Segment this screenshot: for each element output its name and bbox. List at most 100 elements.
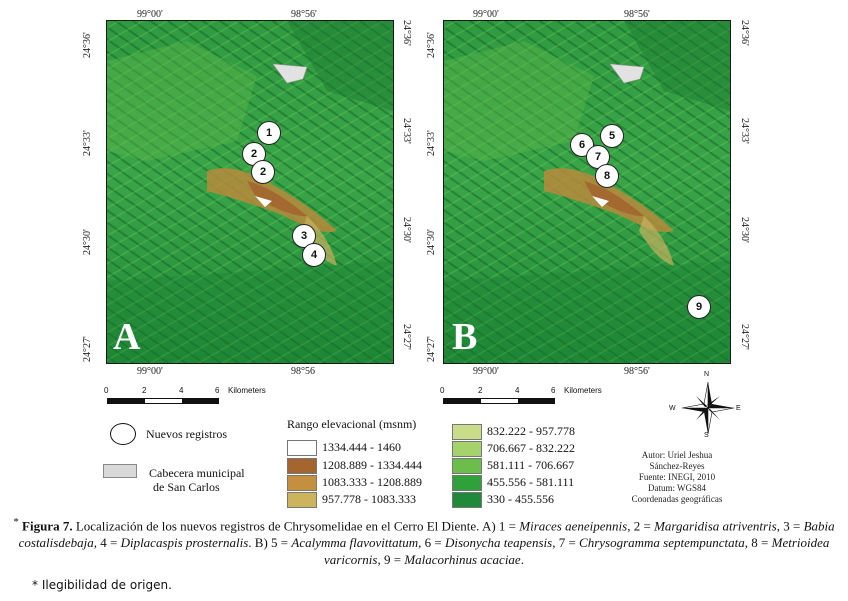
elevation-range-4: 957.778 - 1083.333 [322,492,416,506]
elevation-range-6: 706.667 - 832.222 [487,441,575,455]
map-b-right-coord-2: 24°33' [739,118,750,144]
elevation-range-2: 1208.889 - 1334.444 [322,458,422,472]
scale-a-tick-4: 4 [179,386,184,395]
map-a-marker-4[interactable]: 4 [302,243,326,267]
elevation-swatch-2 [287,458,317,474]
elevation-range-1: 1334.444 - 1460 [322,440,401,454]
compass-icon [681,381,735,435]
elevation-legend-title: Rango elevacional (msnm) [287,417,417,431]
caption-text-9: , 9 = [377,552,405,568]
scale-b-tick-4: 4 [515,386,520,395]
elevation-swatch-8 [452,475,482,491]
map-b-right-coord-3: 24°30' [739,217,750,243]
caption-species-3: Babia costalisdebaja [18,518,835,551]
map-b-panel: B 5 6 7 8 9 [443,20,731,364]
map-b-panel-letter: B [452,316,478,358]
caption-species-5: Acalymma flavovittatum [291,535,419,551]
scale-a-tick-6: 6 [215,386,220,395]
elevation-range-7: 581.111 - 706.667 [487,458,575,472]
map-a-right-coord-1: 24°36' [401,20,412,46]
map-a-panel: A 1 2 2 3 4 [106,20,394,364]
map-a-left-coord-1: 24°36' [82,32,93,58]
elevation-swatch-6 [452,441,482,457]
map-b-top-coord-2: 98°56' [624,9,650,20]
caption-text-6: , 6 = [418,535,445,551]
caption-species-8: Metrioidea varicornis [324,535,830,568]
elevation-range-3: 1083.333 - 1208.889 [322,475,422,489]
map-b-marker-5[interactable]: 5 [600,124,624,148]
elevation-range-5: 832.222 - 957.778 [487,424,575,438]
map-b-right-coord-1: 24°36' [739,20,750,46]
elevation-range-9: 330 - 455.556 [487,492,554,506]
map-a-bottom-coord-1: 99°00' [137,366,163,377]
compass-s: S [704,432,709,439]
new-records-label: Nuevos registros [146,427,227,441]
caption-asterisk: * [13,516,19,528]
map-a-top-coord-2: 98°56' [291,9,317,20]
footnote: * Ilegibilidad de origen. [32,578,172,592]
map-a-terrain [107,21,393,363]
caption-species-4: Diplacaspis prosternalis [120,535,249,551]
map-a-left-coord-3: 24°30' [82,229,93,255]
caption-text-4: , 4 = [93,535,121,551]
caption-species-9: Malacorhinus acaciae [404,552,521,568]
scale-a-unit: Kilometers [228,386,266,395]
map-b-marker-8[interactable]: 8 [595,164,619,188]
caption-text-3: , 3 = [776,518,804,534]
caption-species-6: Disonycha teapensis [444,535,553,551]
caption-text-8: , 8 = [744,535,772,551]
map-b-left-coord-2: 24°33' [426,130,437,156]
map-b-left-coord-1: 24°36' [426,32,437,58]
new-records-symbol [110,423,136,445]
scale-b-tick-2: 2 [478,386,483,395]
credits-line-4: Datum: WGS84 [647,483,707,493]
elevation-swatch-9 [452,492,482,508]
elevation-swatch-4 [287,492,317,508]
scale-a-tick-0: 0 [104,386,109,395]
map-a-bottom-coord-2: 98°56 [291,366,315,377]
caption-species-7: Chrysogramma septempunctata [579,535,745,551]
map-b-marker-7[interactable]: 7 [586,145,610,169]
elevation-swatch-3 [287,475,317,491]
map-a-marker-2b[interactable]: 2 [251,160,275,184]
map-b-top-coord-1: 99°00' [473,9,499,20]
figure-caption: * Figura 7. Localización de los nuevos r… [10,514,838,568]
elevation-range-8: 455.556 - 581.111 [487,475,575,489]
municipal-label-line1: Cabecera municipal [149,466,245,480]
map-credits: Autor: Uriel Jeshua Sánchez-Reyes Fuente… [622,450,732,505]
map-a-right-coord-4: 24°27' [401,324,412,350]
elevation-swatch-1 [287,440,317,456]
compass-e: E [736,405,741,412]
north-arrow [676,376,740,440]
map-b-bottom-coord-1: 99°00' [473,366,499,377]
caption-text-2: , 2 = [627,518,655,534]
scale-b-unit: Kilometers [564,386,602,395]
caption-species-2: Margaridisa atriventris [654,518,777,534]
credits-line-1: Autor: Uriel Jeshua [641,450,713,460]
map-a-panel-letter: A [113,316,141,358]
elevation-swatch-7 [452,458,482,474]
compass-n: N [704,371,710,378]
caption-text-10: . [520,552,524,568]
map-b-left-coord-4: 24°27' [426,336,437,362]
credits-line-5: Coordenadas geográficas [631,494,723,504]
map-b-left-coord-3: 24°30' [426,229,437,255]
caption-species-1: Miraces aeneipennis [519,518,628,534]
scale-a-tick-2: 2 [142,386,147,395]
map-b-right-coord-4: 24°27' [739,324,750,350]
map-b-bottom-coord-2: 98°56' [624,366,650,377]
caption-label: Figura 7. [22,518,73,534]
map-b-marker-9[interactable]: 9 [687,295,711,319]
compass-w: W [669,405,676,412]
map-a-right-coord-3: 24°30' [401,217,412,243]
map-a-top-coord-1: 99°00' [137,9,163,20]
municipal-symbol [103,464,137,478]
scale-b-tick-6: 6 [551,386,556,395]
map-a-left-coord-2: 24°33' [82,130,93,156]
caption-text-5: . B) 5 = [248,535,292,551]
elevation-swatch-5 [452,424,482,440]
municipal-label-line2: de San Carlos [153,480,220,494]
map-b-terrain [444,21,730,363]
map-a-marker-1[interactable]: 1 [257,121,281,145]
caption-text-1: Localización de los nuevos registros de … [72,518,520,534]
